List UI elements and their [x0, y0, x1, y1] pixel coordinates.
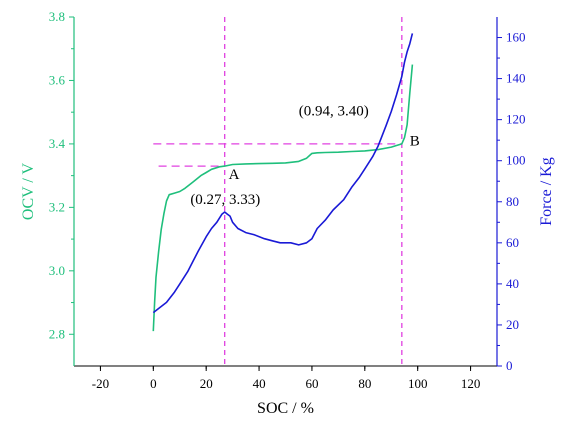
- left-y-tick-label-5: 3.8: [49, 9, 65, 24]
- left-y-axis-title: OCV / V: [20, 162, 37, 220]
- x-tick-label-7: 120: [461, 376, 481, 391]
- x-tick-label-4: 60: [305, 376, 318, 391]
- left-y-tick-label-0: 2.8: [49, 326, 65, 341]
- right-y-tick-label-2: 40: [506, 276, 519, 291]
- x-tick-label-2: 20: [200, 376, 213, 391]
- right-y-tick-label-7: 140: [506, 71, 526, 86]
- x-tick-label-1: 0: [150, 376, 157, 391]
- right-y-tick-label-1: 20: [506, 317, 519, 332]
- annotation-3: (0.94, 3.40): [299, 103, 369, 119]
- annotation-0: A: [229, 167, 240, 183]
- annotation-2: B: [410, 133, 420, 149]
- left-y-tick-label-2: 3.2: [49, 199, 65, 214]
- right-y-tick-label-5: 100: [506, 153, 526, 168]
- right-y-tick-label-6: 120: [506, 112, 526, 127]
- left-y-tick-label-3: 3.4: [49, 136, 66, 151]
- left-y-tick-label-4: 3.6: [49, 72, 66, 87]
- right-y-tick-label-4: 80: [506, 194, 519, 209]
- right-y-axis-title: Force / Kg: [538, 157, 555, 225]
- right-y-tick-label-0: 0: [506, 358, 513, 373]
- x-tick-label-3: 40: [253, 376, 266, 391]
- annotation-1: (0.27, 3.33): [190, 192, 260, 208]
- right-y-tick-label-8: 160: [506, 30, 526, 45]
- force-series-line: [152, 33, 414, 314]
- right-y-tick-label-3: 60: [506, 235, 519, 250]
- x-tick-label-0: -20: [92, 376, 109, 391]
- left-y-tick-label-1: 3.0: [49, 263, 65, 278]
- x-tick-label-5: 80: [358, 376, 371, 391]
- x-axis-title: SOC / %: [257, 400, 314, 417]
- x-tick-label-6: 100: [408, 376, 428, 391]
- ocv-series-line: [152, 64, 414, 332]
